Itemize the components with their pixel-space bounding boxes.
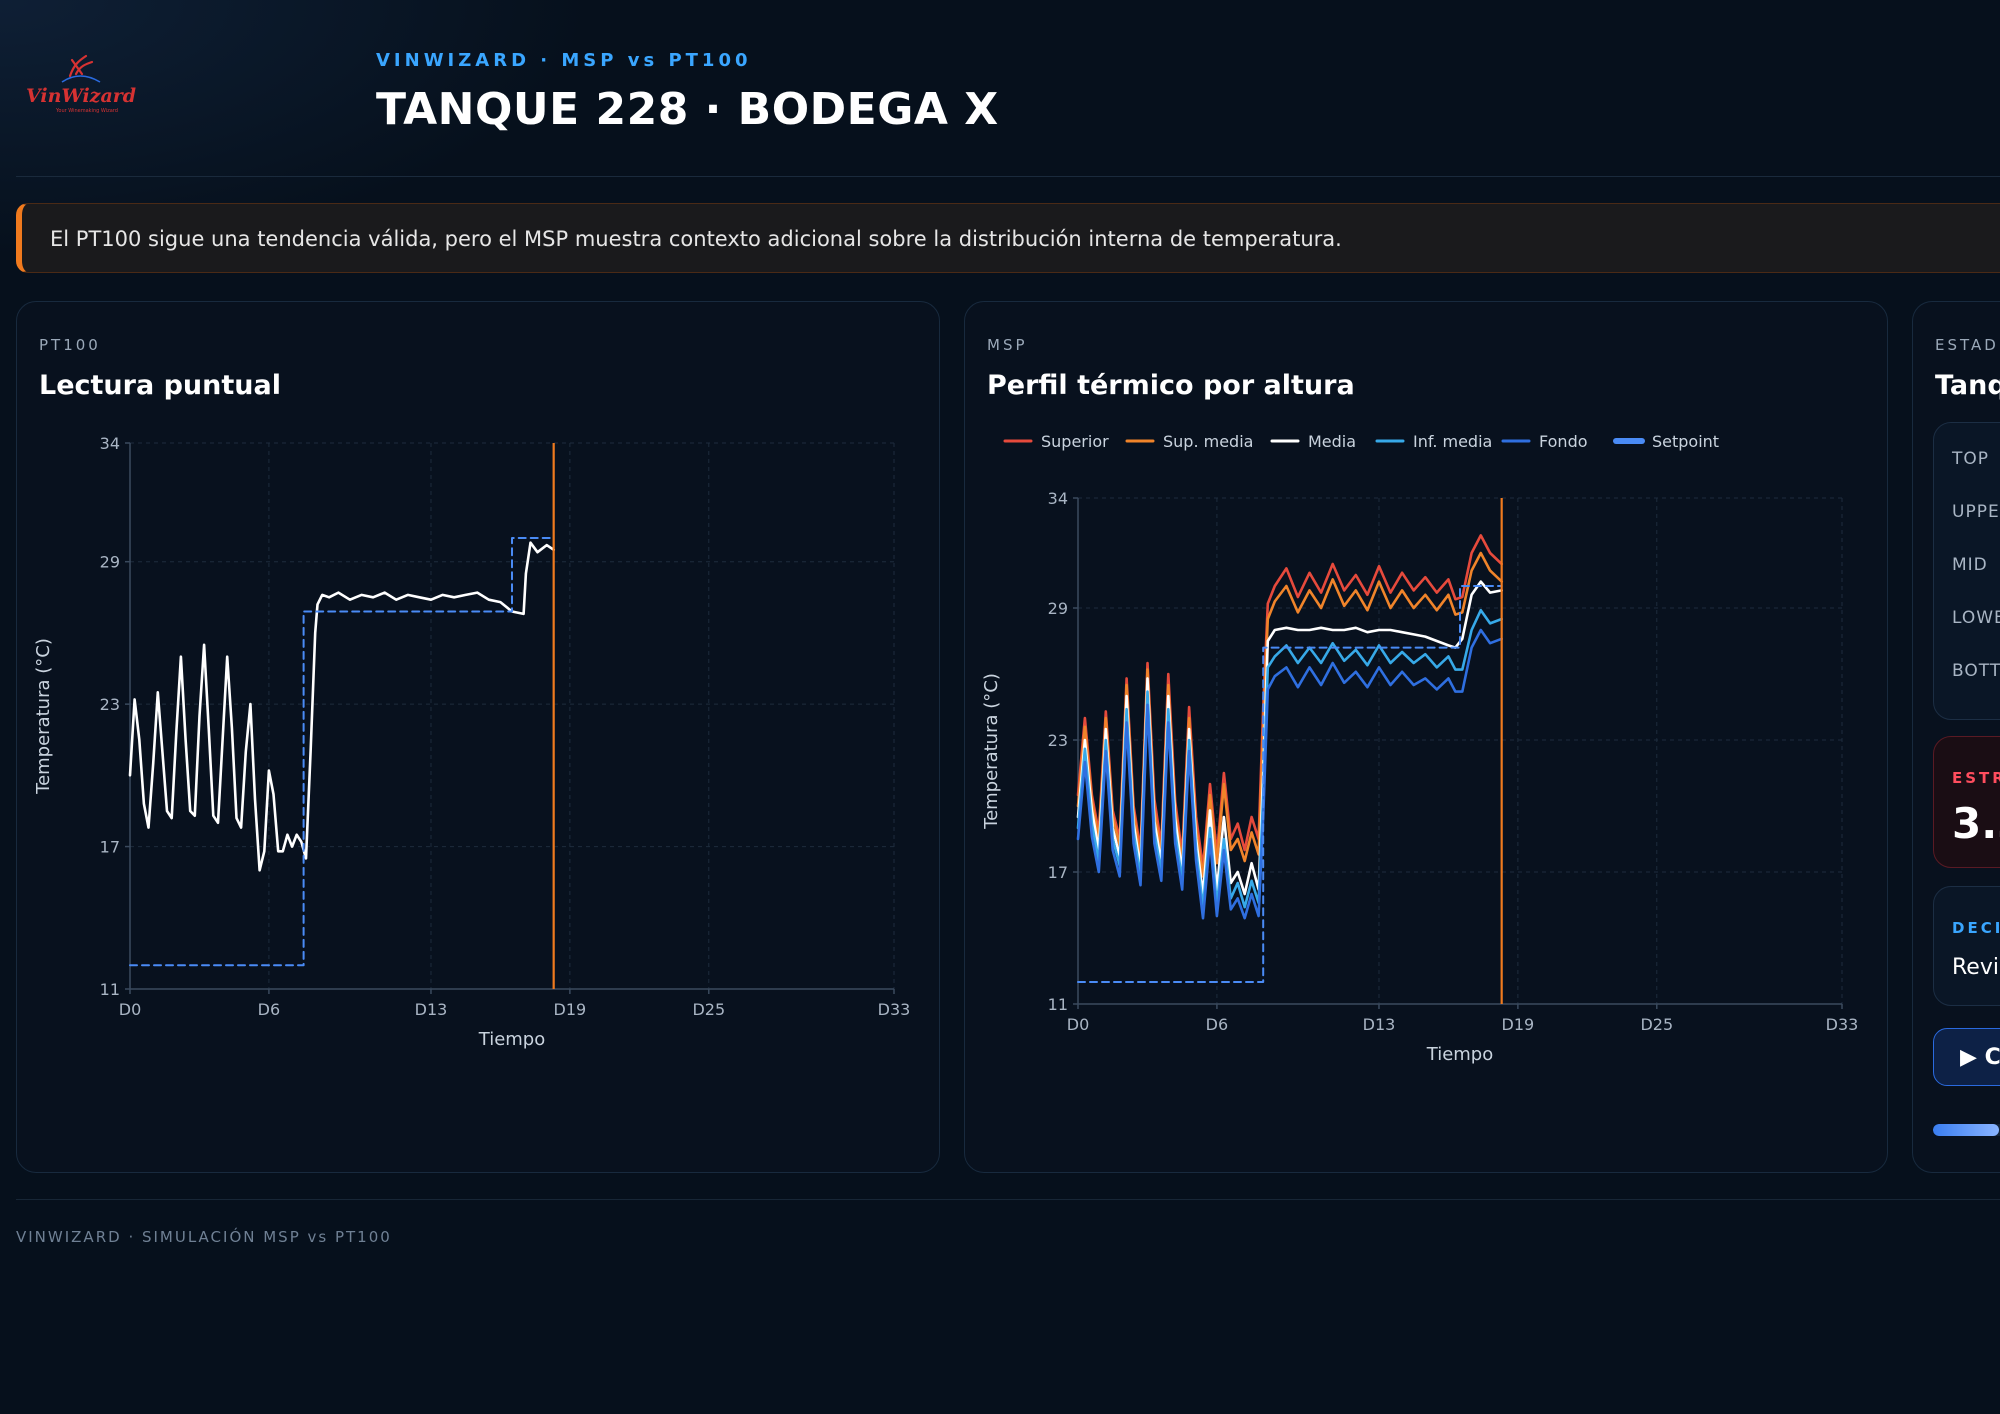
footer-text: VINWIZARD · SIMULACIÓN MSP vs PT100 [16,1228,392,1246]
simulation-progress[interactable] [1933,1124,2000,1136]
x-tick-label: D25 [692,1000,725,1019]
legend-label: Sup. media [1163,432,1253,451]
banner-text: El PT100 sigue una tendencia válida, per… [50,227,1342,251]
zone-lower-label: LOWER [1952,608,2000,628]
legend-label: Superior [1041,432,1109,451]
y-tick-label: 34 [100,434,120,453]
x-tick-label: D13 [415,1000,448,1019]
decision-card: DECI Revi [1933,886,2000,1006]
y-tick-label: 29 [100,553,120,572]
header-divider [16,176,2000,177]
series-line-inf-media [1076,608,1504,909]
legend-label: Fondo [1539,432,1588,451]
zone-mid-label: MID [1952,555,1988,575]
legend-label: Setpoint [1652,432,1719,451]
x-tick-label: D13 [1363,1015,1396,1034]
simulation-progress-fill [1933,1124,1999,1136]
legend-label: Inf. media [1413,432,1492,451]
msp-chart: 11 17 23 29 34 D0 D6 D13 D19 D25 D33 Tiempo Temperat… [981,432,1859,1065]
msp-panel: MSP Perfil térmico por altura 11 17 23 29 34… [964,301,1888,1173]
series-line-setpoint [129,537,555,967]
status-title: Tanq [1935,370,2000,401]
x-tick-label: D19 [554,1000,587,1019]
x-tick-label: D6 [258,1000,281,1019]
x-axis-title: Tiempo [478,1029,546,1050]
y-tick-label: 23 [100,695,120,714]
x-tick-label: D19 [1502,1015,1535,1034]
y-tick-label: 17 [1048,863,1068,882]
y-tick-label: 23 [1048,731,1068,750]
y-tick-label: 11 [100,980,120,999]
series-line-sup-media [1076,551,1504,878]
page-title: TANQUE 228 · BODEGA X [376,84,999,135]
status-panel-content: ESTAD Tanq TOP UPPER MID LOWER BOTTOM ES… [1913,302,2000,1172]
brand-eyebrow: VINWIZARD · MSP vs PT100 [376,50,752,71]
series-line-media [1076,580,1504,896]
zone-bottom-label: BOTTOM [1952,661,2000,681]
zone-upper-label: UPPER [1952,502,2000,522]
series-line-setpoint [1077,585,1503,983]
pt100-title: Lectura puntual [39,370,281,401]
x-tick-label: D33 [1826,1015,1859,1034]
zone-list: TOP UPPER MID LOWER BOTTOM [1933,422,2000,720]
x-tick-label: D33 [878,1000,911,1019]
y-axis-title: Temperatura (°C) [33,638,54,795]
play-button[interactable]: ▶ C [1933,1028,2000,1086]
footer-divider [16,1199,2000,1200]
msp-eyebrow: MSP [987,336,1028,354]
x-tick-label: D6 [1206,1015,1229,1034]
x-axis-title: Tiempo [1426,1044,1494,1065]
y-tick-label: 11 [1048,995,1068,1014]
x-tick-label: D25 [1640,1015,1673,1034]
insight-banner: El PT100 sigue una tendencia válida, per… [16,203,2000,273]
vinwizard-logo: VinWizard Your Winemaking Wizard [20,52,140,116]
x-tick-label: D0 [119,1000,142,1019]
logo-tagline: Your Winemaking Wizard [55,108,118,114]
y-tick-label: 29 [1048,599,1068,618]
legend-label: Media [1308,432,1356,451]
zone-top-label: TOP [1952,449,1990,469]
logo-text: VinWizard [26,85,136,107]
y-tick-label: 34 [1048,489,1068,508]
stratification-label: ESTR [1952,769,2000,787]
status-panel: ESTAD Tanq TOP UPPER MID LOWER BOTTOM ES… [1912,301,2000,1173]
msp-title: Perfil térmico por altura [987,370,1355,401]
decision-value: Revi [1952,955,1999,980]
pt100-chart: 11 17 23 29 34 D0 D6 D13 D19 D25 D33 Tiempo Temperat… [33,434,911,1050]
series-line-pt100 [128,541,556,872]
stratification-card: ESTR 3.3 [1933,736,2000,868]
y-axis-title: Temperatura (°C) [981,673,1002,830]
decision-label: DECI [1952,919,2000,937]
series-line-fondo [1076,628,1504,920]
stratification-value: 3.3 [1952,799,2000,848]
pt100-panel: PT100 Lectura puntual 11 17 23 29 34 D0 D6 D13 D… [16,301,940,1173]
y-tick-label: 17 [100,838,120,857]
x-tick-label: D0 [1067,1015,1090,1034]
status-eyebrow: ESTAD [1935,336,1999,354]
pt100-eyebrow: PT100 [39,336,101,354]
